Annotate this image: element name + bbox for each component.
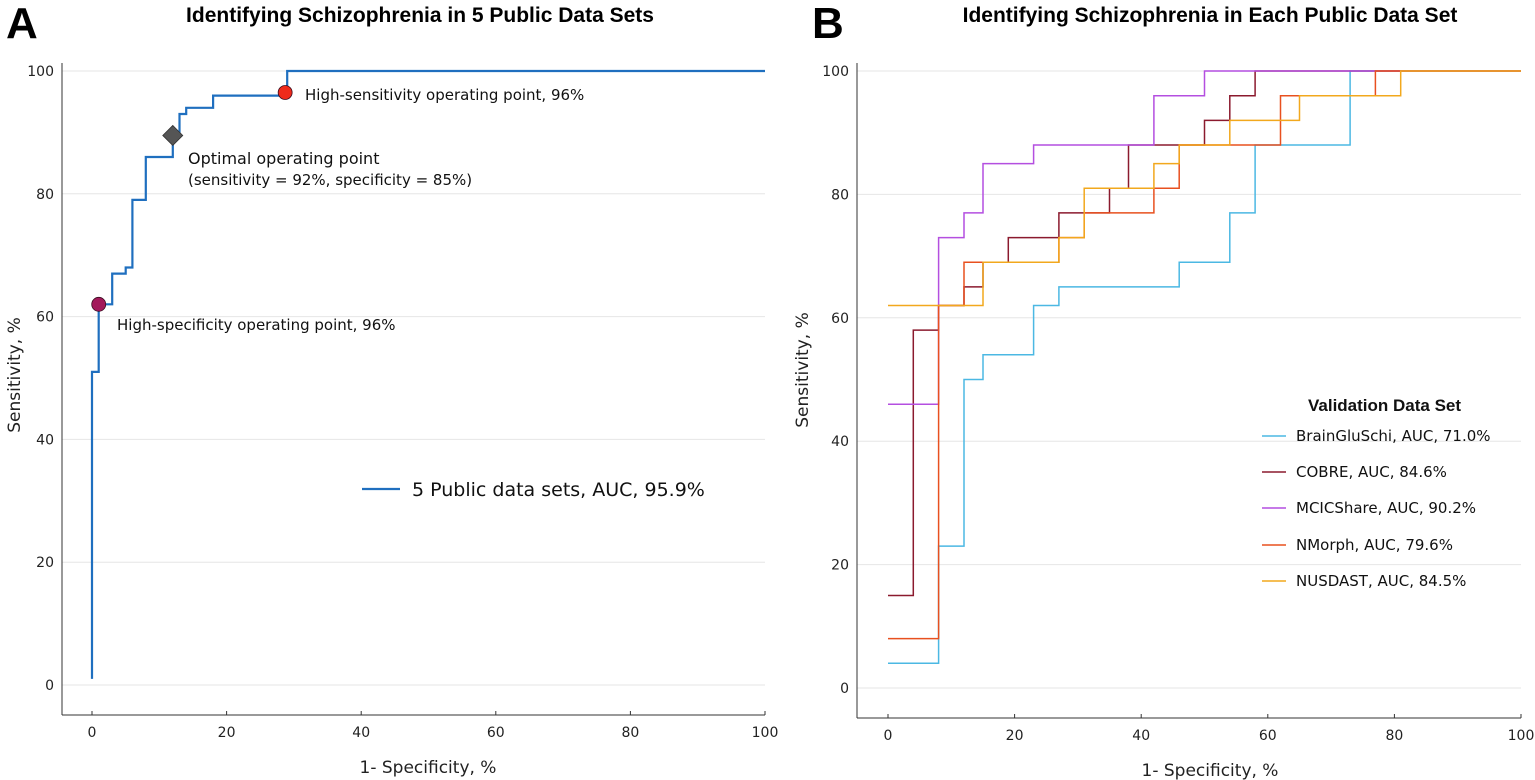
chart-b-title: Identifying Schizophrenia in Each Public…: [963, 4, 1458, 27]
chart-a-legend-label: 5 Public data sets, AUC, 95.9%: [412, 479, 705, 501]
chart-a-ytick-100: 100: [27, 64, 54, 80]
chart-b-xtick-40: 40: [1132, 728, 1150, 744]
chart-a-ytick-80: 80: [36, 187, 54, 203]
chart-a-ytick-20: 20: [36, 555, 54, 571]
chart-b-series-nusdast: [888, 70, 1521, 307]
chart-a-series: [90, 69, 765, 679]
chart-a-axes: 0 20 40 60 80 100 0 20 40 60 80 100: [27, 63, 778, 741]
legend-label-cobre: COBRE, AUC, 84.6%: [1296, 463, 1447, 481]
chart-b-ytick-100: 100: [822, 64, 849, 80]
chart-b-series-mcicshare: [888, 70, 1521, 405]
legend-label-nmorph: NMorph, AUC, 79.6%: [1296, 536, 1453, 554]
optimal-label: Optimal operating point: [188, 149, 379, 168]
chart-a-markers: [91, 85, 293, 312]
chart-a-title: Identifying Schizophrenia in 5 Public Da…: [186, 4, 654, 27]
chart-b-xlabel: 1- Specificity, %: [1142, 761, 1279, 780]
chart-b-xtick-60: 60: [1259, 728, 1277, 744]
chart-b-ytick-20: 20: [831, 558, 849, 574]
chart-b-series: [888, 70, 1521, 665]
chart-b-ytick-0: 0: [840, 681, 849, 697]
chart-b-ylabel: Sensitivity, %: [793, 312, 813, 427]
chart-a-ytick-60: 60: [36, 310, 54, 326]
chart-a-xtick-0: 0: [88, 725, 97, 741]
high-sensitivity-point-marker: [277, 85, 293, 100]
high-sensitivity-label: High-sensitivity operating point, 96%: [305, 86, 584, 104]
chart-b-ytick-60: 60: [831, 311, 849, 327]
chart-a-xtick-40: 40: [352, 725, 370, 741]
panel-letter-a: A: [6, 0, 38, 48]
chart-a-ylabel: Sensitivity, %: [5, 317, 25, 432]
chart-b-legend-title: Validation Data Set: [1308, 396, 1461, 415]
chart-a-xlabel: 1- Specificity, %: [360, 758, 497, 778]
legend-label-nusdast: NUSDAST, AUC, 84.5%: [1296, 572, 1466, 590]
chart-a-ytick-0: 0: [45, 678, 54, 694]
chart-a-xtick-20: 20: [218, 725, 236, 741]
chart-b-xtick-80: 80: [1385, 728, 1403, 744]
chart-b-legend: Validation Data Set BrainGluSchi, AUC, 7…: [1262, 396, 1491, 590]
chart-a-xtick-60: 60: [487, 725, 505, 741]
chart-b-ytick-40: 40: [831, 434, 849, 450]
chart-a-ytick-40: 40: [36, 432, 54, 448]
optimal-point-marker: [162, 124, 184, 147]
chart-b-xtick-0: 0: [884, 728, 893, 744]
chart-a-gridlines: [62, 70, 765, 686]
legend-label-brainglu: BrainGluSchi, AUC, 71.0%: [1296, 427, 1491, 445]
chart-a-xtick-100: 100: [752, 725, 779, 741]
high-specificity-label: High-specificity operating point, 96%: [117, 316, 396, 334]
chart-b-xtick-100: 100: [1508, 728, 1535, 744]
chart-b-xtick-20: 20: [1006, 728, 1024, 744]
chart-b-series-braingluschi: [888, 70, 1521, 665]
panel-letter-b: B: [812, 0, 844, 48]
chart-b-ytick-80: 80: [831, 187, 849, 203]
chart-b-axes: 0 20 40 60 80 100 0 20 40 60 80 100: [822, 63, 1534, 744]
optimal-sublabel: (sensitivity = 92%, specificity = 85%): [188, 171, 472, 189]
legend-label-mcicshare: MCICShare, AUC, 90.2%: [1296, 499, 1476, 517]
chart-b-gridlines: [857, 70, 1521, 689]
chart-a-xtick-80: 80: [621, 725, 639, 741]
high-specificity-point-marker: [91, 296, 107, 312]
chart-a-series-5-public-data-sets: [90, 69, 765, 679]
